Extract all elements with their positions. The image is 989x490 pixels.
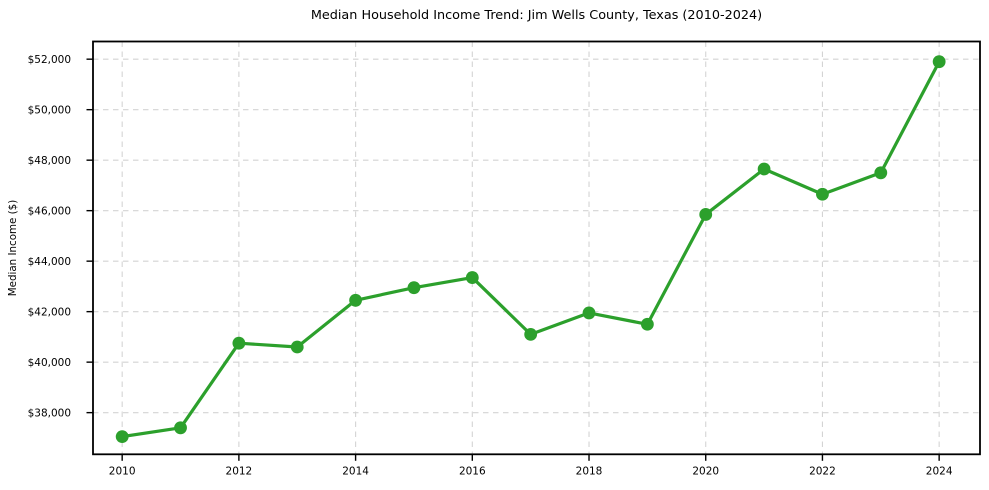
data-point-2012: [232, 336, 246, 350]
y-tick-label: $44,000: [28, 256, 71, 268]
x-tick-label: 2014: [342, 465, 369, 477]
x-tick-label: 2018: [576, 465, 603, 477]
data-point-2019: [640, 317, 654, 331]
y-axis-label: Median Income ($): [7, 199, 19, 297]
chart-title: Median Household Income Trend: Jim Wells…: [310, 8, 763, 23]
y-tick-label: $40,000: [28, 357, 71, 369]
x-tick-label: 2024: [926, 465, 953, 477]
data-point-2015: [407, 281, 421, 295]
plot-border: [92, 40, 981, 456]
data-point-2016: [465, 271, 479, 284]
y-tick-label: $38,000: [28, 407, 71, 419]
data-point-2017: [524, 327, 538, 341]
y-tick-label: $46,000: [28, 205, 71, 217]
x-tick-label: 2020: [692, 465, 719, 477]
data-point-2010: [115, 430, 129, 444]
data-point-2022: [816, 187, 829, 201]
data-point-2020: [699, 208, 713, 221]
x-tick-label: 2016: [459, 465, 486, 477]
income-trend-line: [120, 60, 941, 439]
data-point-2011: [174, 421, 187, 435]
x-tick-label: 2010: [109, 465, 136, 477]
y-tick-label: $50,000: [28, 104, 71, 116]
x-tick-label: 2012: [226, 465, 253, 477]
data-point-2021: [757, 162, 771, 176]
x-tick-label: 2022: [809, 465, 836, 477]
data-point-2023: [874, 166, 888, 180]
data-point-2013: [290, 340, 304, 354]
data-point-2014: [349, 293, 362, 307]
data-point-2024: [932, 55, 946, 69]
y-tick-label: $42,000: [28, 306, 71, 318]
y-tick-label: $48,000: [28, 155, 71, 167]
data-point-2018: [582, 306, 596, 320]
y-tick-label: $52,000: [28, 54, 71, 66]
